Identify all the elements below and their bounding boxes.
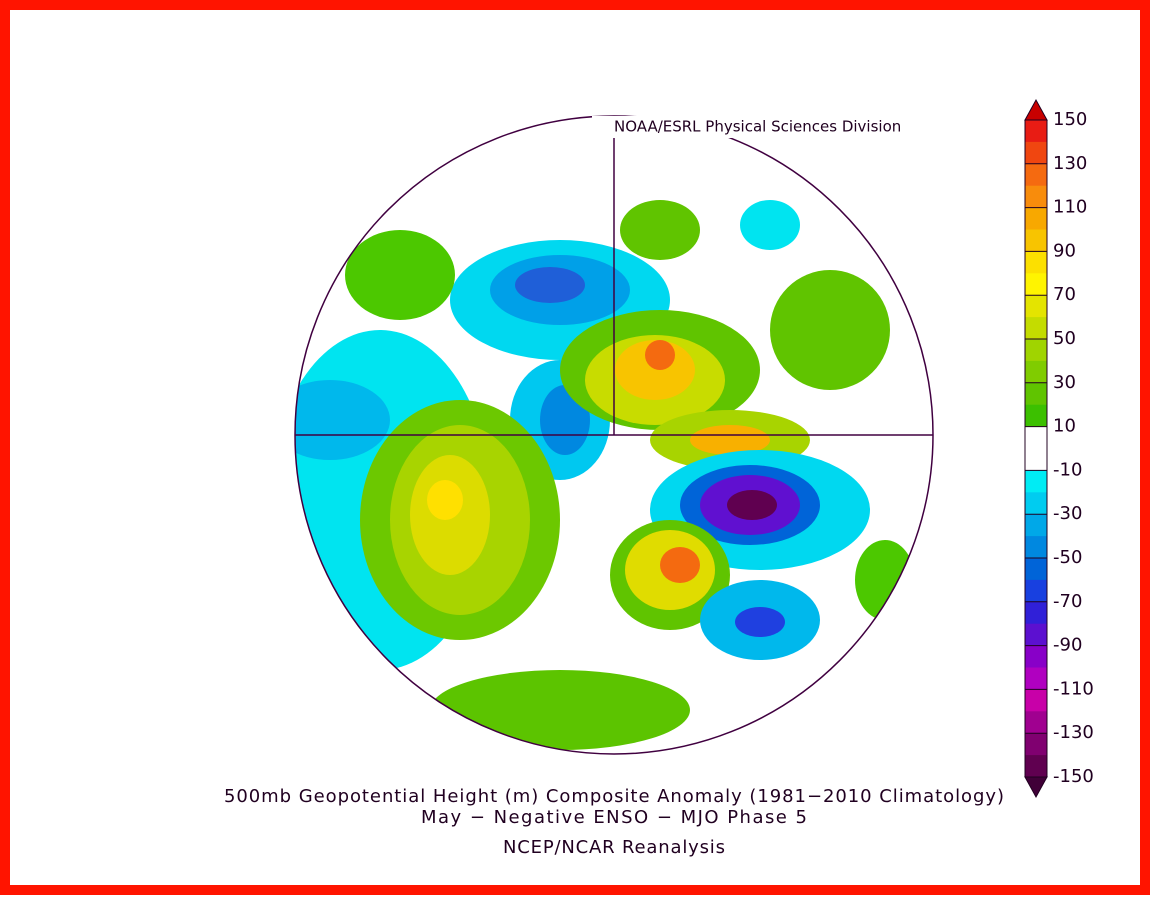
colorbar-band [1025, 733, 1047, 756]
colorbar-tick-label: -10 [1053, 459, 1082, 480]
colorbar-band [1025, 711, 1047, 734]
colorbar-tick-label: 150 [1053, 109, 1087, 130]
colorbar-band [1025, 339, 1047, 362]
colorbar-band [1025, 404, 1047, 428]
colorbar-tick-label: 30 [1053, 372, 1076, 393]
source: NCEP/NCAR Reanalysis [503, 837, 725, 858]
colorbar-tick-label: -30 [1053, 503, 1082, 524]
colorbar-band [1025, 207, 1047, 230]
colorbar-tick-label: -130 [1053, 722, 1094, 743]
colorbar-band [1025, 141, 1047, 165]
map [295, 116, 933, 754]
colorbar-tick-label: 110 [1053, 197, 1087, 218]
colorbar-band [1025, 426, 1047, 449]
credit-box [592, 116, 937, 138]
colorbar-band [1025, 448, 1047, 471]
colorbar-tick-label: 10 [1053, 416, 1076, 437]
colorbar-tick-label: 70 [1053, 284, 1076, 305]
colorbar-band [1025, 185, 1047, 209]
colorbar-under [1024, 776, 1048, 799]
colorbar-tick-label: -70 [1053, 591, 1082, 612]
colorbar-band [1025, 536, 1047, 559]
colorbar-band [1025, 360, 1047, 384]
colorbar-band [1025, 382, 1047, 406]
colorbar-band [1025, 229, 1047, 252]
colorbar-tick-label: -90 [1053, 635, 1082, 656]
colorbar-band [1025, 514, 1047, 537]
title: 500mb Geopotential Height (m) Composite … [224, 786, 1004, 807]
colorbar-tick-label: -50 [1053, 547, 1082, 568]
colorbar-tick-label: 50 [1053, 328, 1076, 349]
subtitle: May − Negative ENSO − MJO Phase 5 [421, 807, 807, 828]
colorbar-band [1025, 295, 1047, 318]
colorbar-band [1025, 755, 1047, 778]
colorbar-band [1025, 251, 1047, 274]
colorbar-band [1025, 623, 1047, 647]
colorbar-band [1025, 667, 1047, 690]
colorbar-band [1025, 273, 1047, 296]
colorbar-band [1025, 689, 1047, 712]
colorbar-tick-label: -150 [1053, 766, 1094, 787]
colorbar-band [1025, 470, 1047, 493]
colorbar-tick-label: 90 [1053, 240, 1076, 261]
colorbar-band [1025, 601, 1047, 625]
colorbar-tick-label: 130 [1053, 153, 1087, 174]
colorbar-band [1025, 163, 1047, 187]
colorbar-tick-label: -110 [1053, 678, 1094, 699]
colorbar-band [1025, 317, 1047, 340]
colorbar-over [1024, 98, 1048, 121]
colorbar-band [1025, 492, 1047, 515]
credit: NOAA/ESRL Physical Sciences Division [614, 118, 901, 136]
colorbar-band [1025, 579, 1047, 603]
colorbar-band [1025, 645, 1047, 668]
colorbar: 150 130 110 90 70 50 30 10 -10 -30 -50 -70 -90 -110 -1… [1024, 98, 1094, 799]
colorbar-band [1025, 120, 1047, 143]
colorbar-band [1025, 558, 1047, 581]
